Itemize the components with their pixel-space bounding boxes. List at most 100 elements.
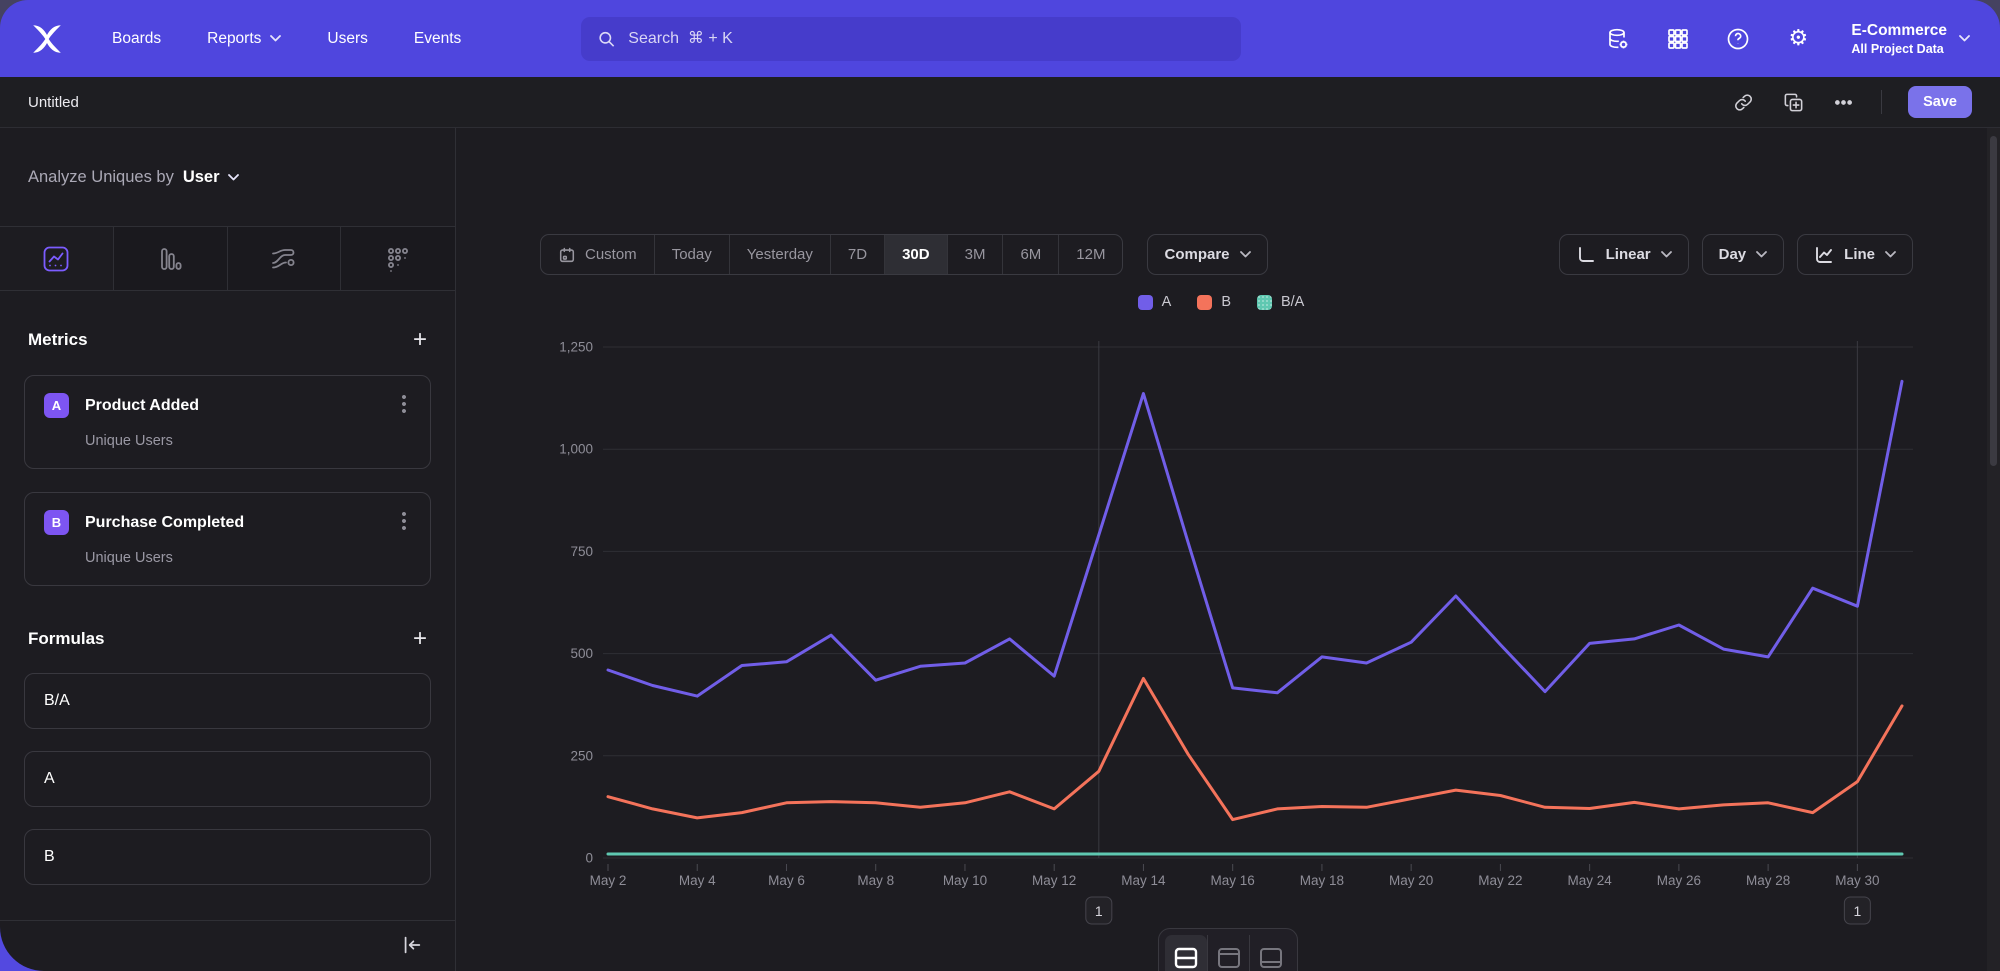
metric-measurement[interactable]: Unique Users (85, 550, 173, 566)
svg-text:May 22: May 22 (1478, 873, 1522, 888)
add-metric-button[interactable]: + (412, 326, 427, 353)
legend-item-a[interactable]: A (1137, 294, 1172, 310)
range-custom[interactable]: Custom (541, 235, 654, 274)
help-icon[interactable] (1725, 26, 1751, 52)
range-label: Today (671, 246, 712, 263)
layout-split-icon[interactable] (1165, 935, 1207, 971)
top-nav-actions: ⚙ E-Commerce All Project Data (1605, 22, 1970, 56)
metric-measurement[interactable]: Unique Users (85, 433, 173, 449)
project-scope: All Project Data (1851, 41, 1944, 56)
range-12m[interactable]: 12M (1058, 235, 1122, 274)
report-title[interactable]: Untitled (28, 93, 79, 111)
metric-card-b[interactable]: B Purchase Completed • • • Unique Users (24, 492, 431, 586)
svg-text:May 30: May 30 (1835, 873, 1879, 888)
more-options-icon[interactable] (1831, 90, 1855, 114)
funnel-bars-icon (161, 247, 182, 270)
settings-gear-icon[interactable]: ⚙ (1788, 25, 1809, 51)
analyze-header: Analyze Uniques by User (0, 128, 455, 227)
svg-text:May 12: May 12 (1032, 873, 1076, 888)
mixpanel-logo-icon[interactable] (30, 22, 64, 56)
search-input[interactable] (628, 29, 1226, 48)
collapse-sidebar-icon[interactable] (401, 934, 425, 958)
svg-text:1: 1 (1853, 903, 1861, 919)
chart-panel: Custom Today Yesterday 7D 30D 3M 6M 12M … (456, 128, 2000, 971)
scale-dropdown[interactable]: Linear (1558, 234, 1689, 275)
sidebar-body: Metrics + A Product Added • • • Unique Use… (0, 291, 455, 920)
range-label: Yesterday (746, 246, 813, 263)
range-3m[interactable]: 3M (946, 235, 1003, 274)
svg-text:1,250: 1,250 (559, 340, 593, 355)
nav-item-reports[interactable]: Reports (207, 30, 282, 48)
legend-label: A (1161, 294, 1172, 310)
svg-text:May 28: May 28 (1746, 873, 1790, 888)
formula-card[interactable]: A (24, 751, 431, 807)
layout-table-bottom-icon[interactable] (1249, 935, 1291, 971)
tab-flows[interactable] (227, 227, 342, 290)
range-6m[interactable]: 6M (1002, 235, 1058, 274)
nav-item-users[interactable]: Users (327, 30, 367, 48)
sidebar-footer (0, 920, 455, 971)
svg-text:May 14: May 14 (1121, 873, 1166, 888)
formulas-section-title: Formulas (28, 629, 105, 648)
apps-grid-icon[interactable] (1665, 26, 1691, 52)
metric-menu-icon[interactable]: • • • (401, 506, 407, 537)
tab-insights[interactable] (0, 227, 114, 290)
project-switcher[interactable]: E-Commerce All Project Data (1851, 22, 1970, 56)
scrollbar-thumb[interactable] (1990, 136, 1997, 466)
range-7d[interactable]: 7D (829, 235, 884, 274)
legend-label: B/A (1280, 294, 1305, 310)
range-today[interactable]: Today (653, 235, 729, 274)
svg-text:May 8: May 8 (857, 873, 894, 888)
legend-swatch-b-over-a (1256, 294, 1272, 310)
metric-badge-b: B (44, 510, 69, 535)
metrics-section-title: Metrics (28, 330, 88, 349)
svg-text:May 16: May 16 (1211, 873, 1255, 888)
calendar-icon (559, 247, 575, 262)
add-formula-button[interactable]: + (412, 625, 427, 652)
svg-text:May 4: May 4 (679, 873, 716, 888)
primary-nav: Boards Reports Users Events (112, 30, 461, 48)
vertical-scrollbar[interactable] (1987, 128, 2000, 971)
formula-card[interactable]: B/A (24, 673, 431, 729)
data-management-icon[interactable] (1605, 26, 1631, 52)
svg-text:250: 250 (570, 748, 593, 763)
range-yesterday[interactable]: Yesterday (728, 235, 830, 274)
nav-item-boards[interactable]: Boards (112, 30, 161, 48)
nav-item-events[interactable]: Events (414, 30, 461, 48)
svg-text:May 20: May 20 (1389, 873, 1433, 888)
interval-dropdown[interactable]: Day (1701, 234, 1785, 275)
svg-text:500: 500 (570, 646, 593, 661)
copy-link-icon[interactable] (1731, 90, 1755, 114)
metric-card-a[interactable]: A Product Added • • • Unique Users (24, 375, 431, 469)
analyze-by-dropdown[interactable]: User (183, 168, 239, 187)
range-30d[interactable]: 30D (884, 235, 947, 274)
chart-controls: Custom Today Yesterday 7D 30D 3M 6M 12M … (540, 234, 1913, 275)
formula-card[interactable]: B (24, 829, 431, 885)
legend-swatch-b (1197, 294, 1213, 310)
tab-retention[interactable] (341, 227, 455, 290)
duplicate-icon[interactable] (1781, 90, 1805, 114)
line-chart[interactable]: 0 250 500 750 1,000 1,250 May 2 May 4 May 6 May 8… (531, 325, 1986, 937)
legend-label: B (1221, 294, 1231, 310)
chart-type-dropdown[interactable]: Line (1797, 234, 1913, 275)
legend-item-b[interactable]: B (1197, 294, 1231, 310)
analyze-by-value: User (182, 167, 220, 186)
compare-dropdown[interactable]: Compare (1147, 234, 1268, 275)
global-search[interactable] (581, 16, 1242, 61)
range-label: 12M (1076, 246, 1106, 263)
analyze-label: Analyze Uniques by (28, 167, 174, 186)
legend-item-b-over-a[interactable]: B/A (1256, 294, 1305, 310)
top-navigation-bar: Boards Reports Users Events ⚙ (0, 0, 2000, 77)
tab-funnels[interactable] (113, 227, 228, 290)
formula-label: B/A (44, 692, 70, 709)
layout-chart-only-icon[interactable] (1207, 935, 1249, 971)
metric-menu-icon[interactable]: • • • (401, 389, 407, 420)
legend-swatch-a (1137, 294, 1153, 310)
save-button[interactable]: Save (1908, 86, 1972, 118)
nav-item-label: Users (327, 29, 368, 47)
formula-label: A (44, 770, 55, 787)
report-type-tabs (0, 227, 455, 291)
chevron-down-icon (1239, 251, 1251, 258)
svg-text:May 24: May 24 (1567, 873, 1612, 888)
